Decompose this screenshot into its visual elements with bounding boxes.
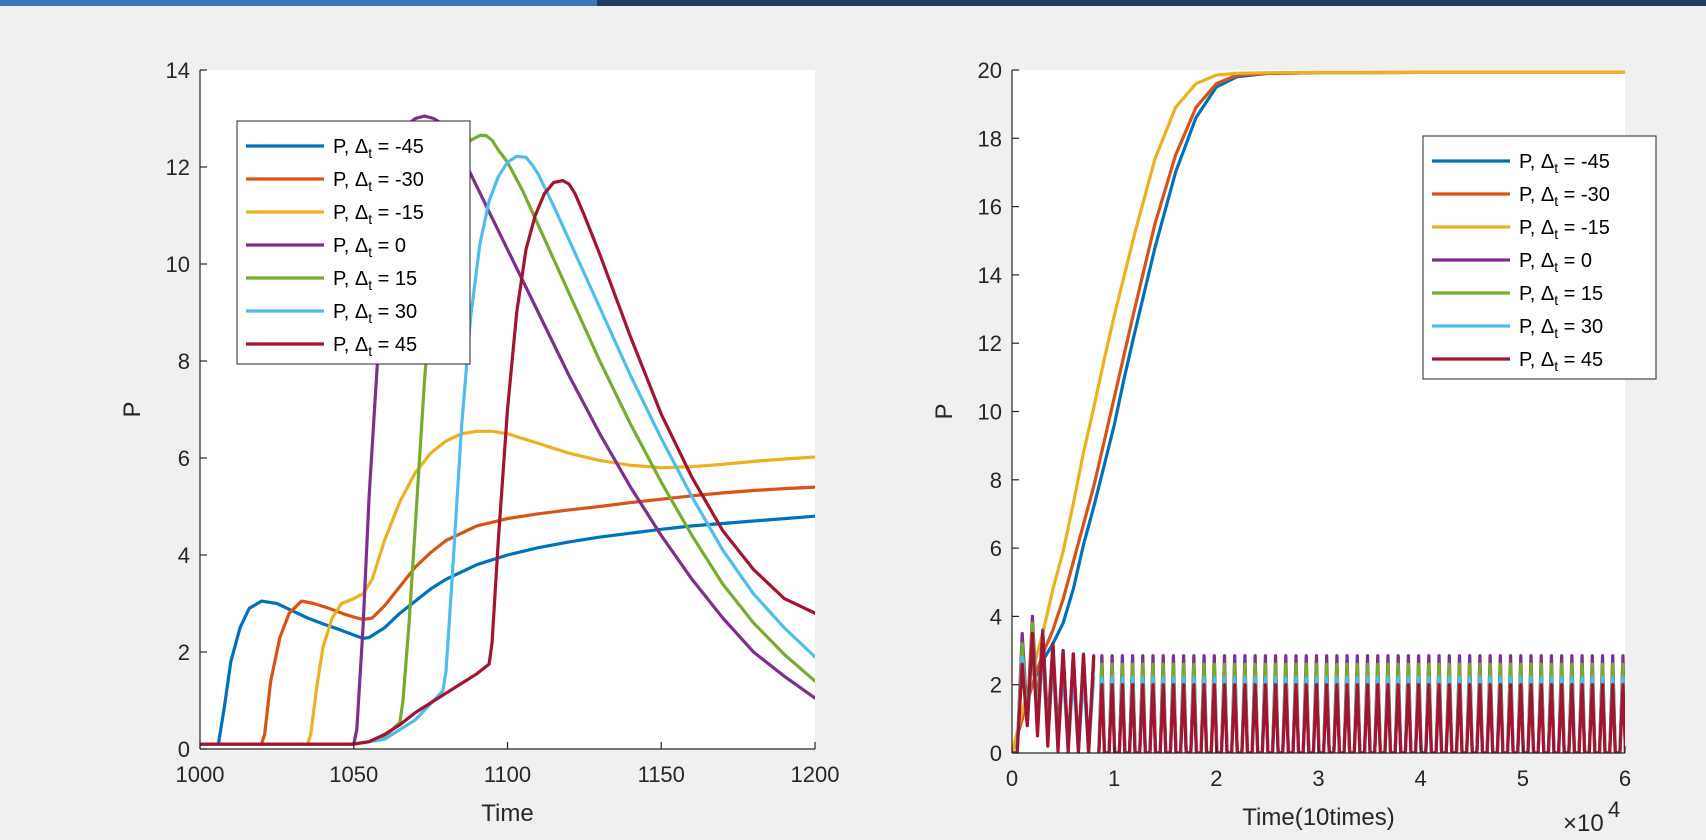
y-tick-label: 2 — [178, 640, 190, 665]
x-exponent-label: ×10 — [1563, 810, 1604, 837]
y-tick-label: 12 — [166, 155, 190, 180]
x-tick-label: 1050 — [329, 762, 378, 787]
x-tick-label: 3 — [1312, 766, 1324, 791]
y-tick-label: 16 — [978, 195, 1002, 220]
series-line — [200, 485, 815, 746]
series-line — [200, 179, 815, 746]
legend-label: P, Δt = -30 — [333, 169, 424, 194]
y-tick-label: 0 — [178, 737, 190, 762]
y-tick-label: 8 — [990, 468, 1002, 493]
legend-label: P, Δt = 0 — [1519, 250, 1592, 275]
legend-label: P, Δt = 45 — [1519, 349, 1603, 374]
y-tick-label: 8 — [178, 349, 190, 374]
x-tick-label: 1200 — [791, 762, 840, 787]
legend-label: P, Δt = -15 — [333, 202, 424, 227]
legend-label: P, Δt = 45 — [333, 334, 417, 359]
legend-label: P, Δt = 30 — [333, 301, 417, 326]
series-lines — [200, 114, 815, 746]
y-tick-label: 14 — [978, 263, 1002, 288]
series-line — [200, 514, 815, 746]
legend-box — [236, 120, 471, 365]
series-line — [200, 429, 815, 746]
legend-label: P, Δt = -45 — [1519, 151, 1610, 176]
series-lines — [1012, 70, 1625, 753]
chart-1: 1000 1050 1100 1150 1200 0 2 4 6 8 10 12 14 Time P P, Δ… — [119, 58, 839, 827]
x-axis-label: Time(10times) — [1242, 804, 1394, 831]
y-tick-label: 10 — [166, 252, 190, 277]
y-tick-label: 20 — [978, 58, 1002, 83]
x-exponent-power: 4 — [1608, 797, 1620, 822]
legend-label: P, Δt = 15 — [333, 268, 417, 293]
series-3 — [200, 429, 815, 746]
chart-2: 0 1 2 3 4 5 602468101214161820Time(10times)P×1… — [931, 58, 1657, 837]
x-tick-label: 1 — [1108, 766, 1120, 791]
legend-box — [1422, 135, 1657, 380]
series-3 — [1012, 70, 1625, 753]
series-line — [1012, 631, 1096, 753]
series-6 — [200, 154, 815, 746]
x-axis-label: Time — [481, 800, 533, 827]
series-7 — [200, 179, 815, 746]
x-tick-label: 1100 — [484, 762, 531, 787]
x-tick-label: 1150 — [638, 762, 685, 787]
legend-label: P, Δt = -45 — [333, 136, 424, 161]
x-tick-label: 6 — [1619, 766, 1631, 791]
y-tick-label: 14 — [166, 58, 190, 83]
title-bar-accent — [0, 0, 597, 6]
y-tick-label: 18 — [978, 126, 1002, 151]
window-title-bar — [0, 0, 1706, 6]
y-tick-label: 4 — [178, 543, 190, 568]
series-line — [200, 154, 815, 746]
y-tick-label: 2 — [990, 673, 1002, 698]
series-line — [1012, 70, 1625, 753]
y-tick-label: 0 — [990, 741, 1002, 766]
series-oscillation — [1097, 683, 1625, 753]
series-2 — [200, 485, 815, 746]
legend-label: P, Δt = -30 — [1519, 184, 1610, 209]
legend: P, Δt = -45 P, Δt = -30 P, Δt = -15 P, Δt =… — [236, 120, 471, 365]
y-tick-label: 12 — [978, 331, 1002, 356]
x-tick-label: 5 — [1517, 766, 1529, 791]
y-tick-label: 4 — [990, 604, 1002, 629]
series-1 — [200, 514, 815, 746]
series-5 — [200, 133, 815, 746]
y-tick-label: 6 — [178, 446, 190, 471]
legend-label: P, Δt = 15 — [1519, 283, 1603, 308]
x-tick-label: 1000 — [176, 762, 225, 787]
x-tick-label: 0 — [1006, 766, 1018, 791]
x-tick-label: 2 — [1210, 766, 1222, 791]
legend-label: P, Δt = 30 — [1519, 316, 1603, 341]
y-axis-label: P — [931, 403, 958, 419]
y-tick-label: 6 — [990, 536, 1002, 561]
x-tick-label: 4 — [1415, 766, 1427, 791]
series-line — [200, 133, 815, 746]
series-7 — [1012, 631, 1625, 753]
y-axis-label: P — [119, 401, 146, 417]
legend-label: P, Δt = 0 — [333, 235, 406, 260]
legend: P, Δt = -45 P, Δt = -30 P, Δt = -15 P, Δt =… — [1422, 135, 1657, 380]
legend-label: P, Δt = -15 — [1519, 217, 1610, 242]
y-tick-label: 10 — [978, 400, 1002, 425]
